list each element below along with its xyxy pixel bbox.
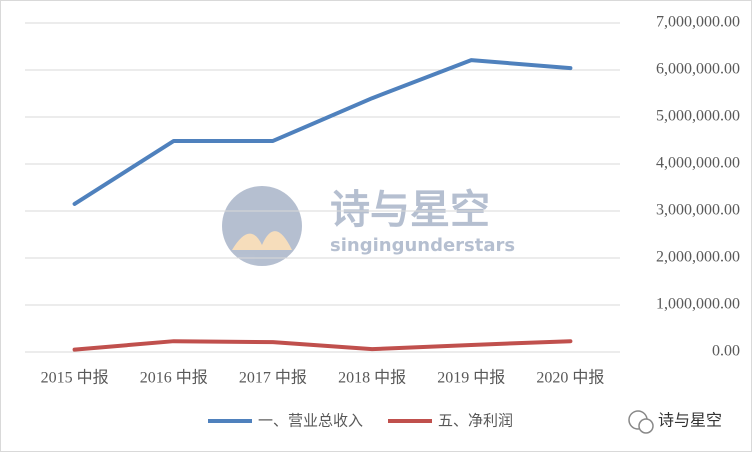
watermark-text: 诗与星空 <box>330 187 490 233</box>
y-tick-label: 7,000,000.00 <box>656 14 740 31</box>
x-tick-label: 2019 中报 <box>437 369 505 387</box>
y-tick-label: 5,000,000.00 <box>656 108 740 125</box>
x-tick-label: 2015 中报 <box>41 369 109 387</box>
y-tick-label: 0.00 <box>712 343 740 360</box>
watermark-logo-leaf <box>232 231 292 250</box>
legend-label: 一、营业总收入 <box>258 412 363 430</box>
y-tick-label: 6,000,000.00 <box>656 61 740 78</box>
x-tick-label: 2018 中报 <box>338 369 406 387</box>
y-tick-label: 2,000,000.00 <box>656 249 740 266</box>
series-line <box>72 58 573 206</box>
series-line <box>72 339 573 352</box>
y-tick-label: 3,000,000.00 <box>656 202 740 219</box>
y-tick-label: 4,000,000.00 <box>656 155 740 172</box>
y-tick-label: 1,000,000.00 <box>656 296 740 313</box>
badge-icon <box>638 418 654 434</box>
watermark-subtitle: singingunderstars <box>330 235 515 256</box>
watermark: 诗与星空 singingunderstars <box>222 186 515 266</box>
x-tick-label: 2017 中报 <box>239 369 307 387</box>
legend-label: 五、净利润 <box>438 412 513 430</box>
x-tick-label: 2020 中报 <box>536 369 604 387</box>
watermark-logo <box>222 186 302 266</box>
badge-text: 诗与星空 <box>658 411 722 430</box>
badge: 诗与星空 <box>628 410 722 434</box>
x-tick-label: 2016 中报 <box>140 369 208 387</box>
